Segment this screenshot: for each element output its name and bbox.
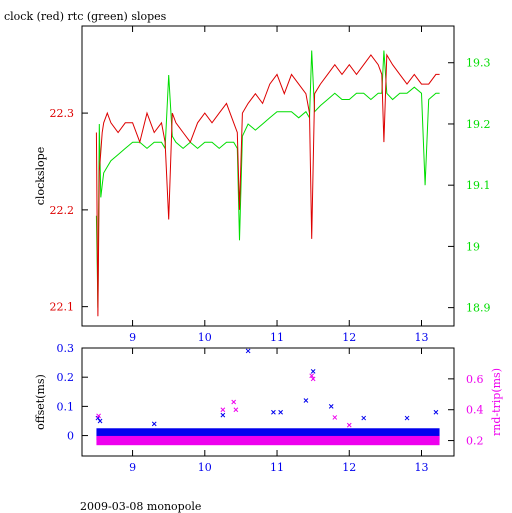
slope-chart-x-tick-label: 9 [129, 331, 136, 344]
rnd-trip-point [231, 399, 237, 405]
offset-chart-series [95, 348, 440, 446]
offset-chart-frame [81, 347, 455, 457]
rnd-trip-band [96, 435, 440, 446]
offset-chart-y2-tick-label: 0.2 [466, 435, 484, 448]
offset-point [151, 421, 157, 427]
offset-chart-y-tick-label: 0 [67, 430, 74, 443]
slope-chart-x-tick-label: 13 [414, 331, 428, 344]
slope-chart-y-tick-label: 22.3 [50, 107, 75, 120]
offset-chart-x-tick-label: 12 [342, 461, 356, 474]
offset-point [220, 412, 226, 418]
offset-chart-y-tick-label: 0.2 [57, 371, 75, 384]
rnd-trip-point [346, 422, 352, 428]
slope-chart-y-label: clockslope [34, 147, 47, 205]
offset-chart-x-tick-label: 9 [129, 461, 136, 474]
rnd-trip-point [233, 407, 239, 413]
offset-chart-x-tick-label: 10 [198, 461, 212, 474]
slope-chart-x-tick-label: 10 [198, 331, 212, 344]
offset-point [97, 418, 103, 424]
rnd-trip-point [332, 415, 338, 420]
slope-chart-y-tick-label: 22.2 [50, 204, 75, 217]
offset-chart-y2-tick-label: 0.4 [466, 404, 484, 417]
offset-chart-y-ticks: 0 0.1 0.2 0.3 [57, 342, 88, 443]
offset-point [328, 404, 334, 409]
offset-chart-y-label: offset(ms) [34, 374, 47, 430]
slope-chart-frame [81, 25, 455, 327]
rnd-trip-point [309, 373, 315, 379]
slope-chart-y2-tick-label: 19 [466, 240, 480, 253]
offset-chart: offset(ms) rnd-trip(ms) 9 10 11 12 13 0 0.1 0.… [34, 342, 503, 474]
clock-slope-line [95, 53, 440, 317]
offset-chart-y2-ticks: 0.2 0.4 0.6 [448, 373, 484, 448]
offset-chart-x-tick-label: 13 [414, 461, 428, 474]
offset-point [278, 409, 283, 415]
slope-chart-y2-tick-label: 19.3 [466, 57, 491, 70]
slope-chart-y-ticks: 22.1 22.2 22.3 [50, 107, 88, 314]
offset-point [404, 415, 410, 421]
offset-chart-y2-label: rnd-trip(ms) [490, 368, 503, 436]
chart-title: clock (red) rtc (green) slopes [4, 10, 167, 23]
offset-chart-x-ticks: 9 10 11 12 13 [129, 348, 428, 474]
slope-chart: clockslope 9 10 11 12 13 22.1 22.2 22.3 18.9 19… [34, 25, 491, 344]
offset-chart-y-tick-label: 0.1 [57, 400, 75, 413]
offset-point [433, 409, 439, 415]
slope-chart-x-ticks: 9 10 11 12 13 [129, 26, 428, 344]
offset-point [310, 368, 316, 374]
offset-chart-y-tick-label: 0.3 [57, 342, 75, 355]
offset-chart-y2-tick-label: 0.6 [466, 373, 484, 386]
offset-point [361, 415, 367, 421]
slope-chart-x-tick-label: 11 [270, 331, 284, 344]
offset-point [245, 348, 251, 354]
slope-chart-y2-tick-label: 18.9 [466, 302, 491, 315]
slope-chart-x-tick-label: 12 [342, 331, 356, 344]
slope-chart-series [95, 50, 440, 317]
offset-point [271, 409, 276, 415]
rnd-trip-point [220, 407, 226, 413]
rnd-trip-point [310, 376, 316, 382]
slope-chart-y-tick-label: 22.1 [50, 301, 75, 314]
rnd-trip-point [96, 413, 101, 419]
rtc-slope-line [95, 50, 440, 308]
slope-chart-y2-tick-label: 19.2 [466, 118, 491, 131]
slope-chart-y2-tick-label: 19.1 [466, 179, 491, 192]
slope-chart-y2-ticks: 18.9 19 19.1 19.2 19.3 [448, 57, 491, 315]
offset-point [303, 398, 309, 403]
offset-chart-x-tick-label: 11 [270, 461, 284, 474]
offset-band [96, 428, 440, 440]
footer-caption: 2009-03-08 monopole [80, 500, 202, 513]
